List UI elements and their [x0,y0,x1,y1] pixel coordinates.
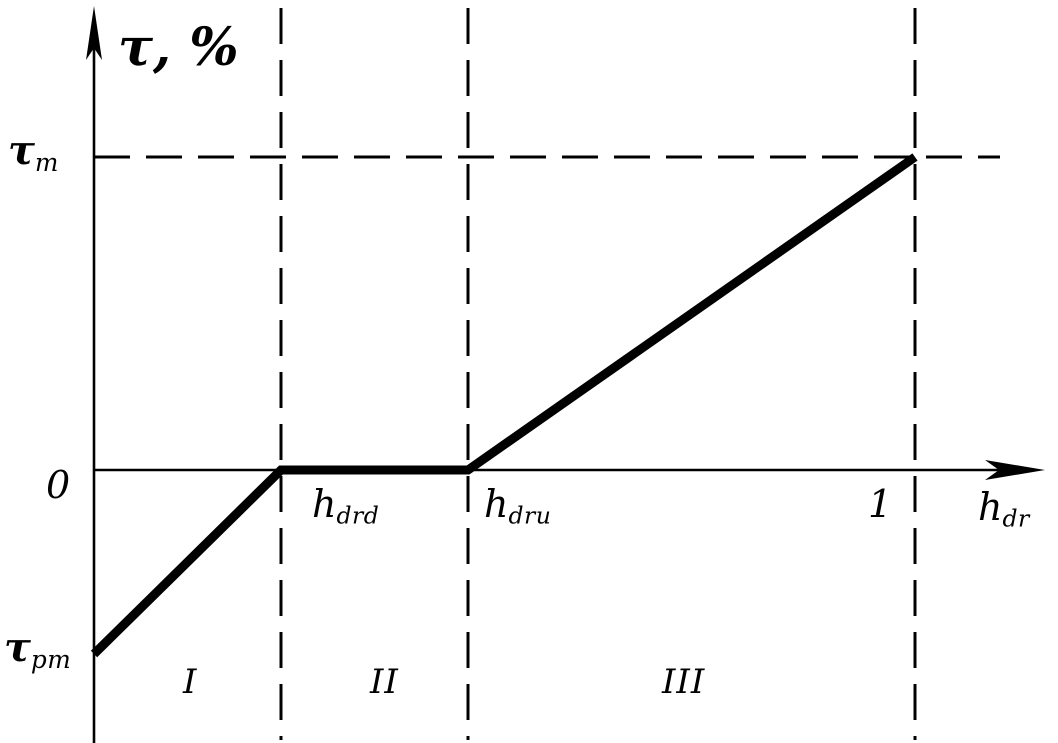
x-axis-title: hdr [978,488,1030,531]
region-label-i: I [183,662,198,702]
guide-lines-group [94,8,1000,740]
y-axis-title: τ, % [118,17,239,78]
y-tick-label-tau-pm: τpm [4,628,71,673]
x-tick-label-hdru: hdru [484,485,551,528]
arrow-up-icon [86,6,102,60]
x-tick-label-one: 1 [868,482,893,526]
characteristic-curve [90,153,918,658]
y-tick-label-tau-m-base: τ [8,127,35,174]
region-label-ii: II [370,662,399,702]
y-tick-label-tau-pm-base: τ [4,624,31,671]
x-tick-label-hdru-base: h [484,482,509,526]
y-tick-label-tau-m-sub: m [34,147,59,177]
origin-label: 0 [46,463,71,507]
x-axis-title-sub: dr [1002,504,1030,533]
axes-group [92,30,1005,743]
y-tick-label-tau-pm-sub: pm [30,644,72,674]
region-label-iii: III [662,662,706,702]
y-tick-label-tau-m: τm [8,131,59,176]
x-tick-label-hdrd: hdrd [312,485,379,528]
x-tick-label-hdrd-sub: drd [336,501,380,530]
x-tick-label-hdrd-base: h [312,482,337,526]
arrow-right-icon [985,460,1045,480]
x-axis-title-base: h [978,485,1003,529]
x-tick-label-hdru-sub: dru [508,501,552,530]
